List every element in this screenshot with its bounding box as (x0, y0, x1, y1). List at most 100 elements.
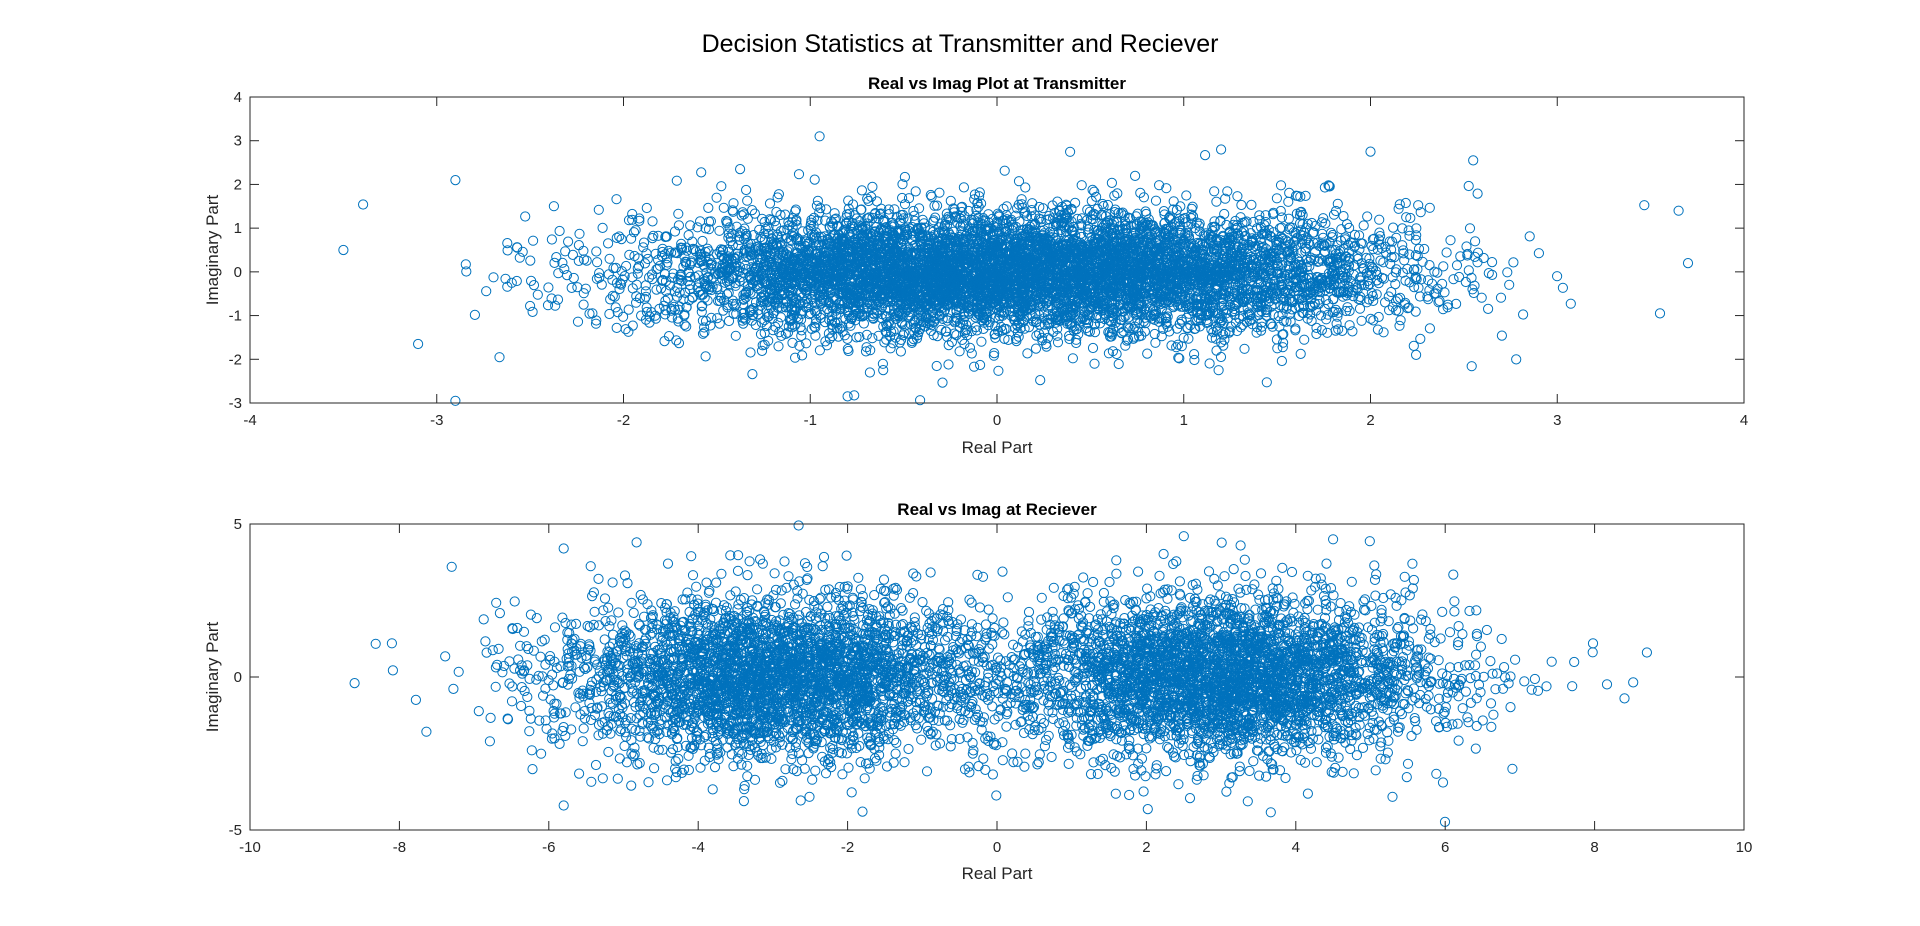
data-point (867, 333, 878, 344)
data-point (1557, 282, 1569, 293)
data-point (1508, 257, 1519, 268)
data-point (1496, 330, 1508, 341)
data-point (849, 390, 860, 401)
data-point (1299, 334, 1310, 345)
data-point (814, 207, 825, 218)
data-point (929, 200, 940, 211)
data-point (488, 272, 499, 283)
data-point (742, 195, 753, 206)
data-point (1276, 355, 1288, 367)
data-point (1087, 342, 1099, 354)
data-point (976, 336, 987, 347)
data-point (1552, 271, 1563, 282)
data-point (883, 204, 894, 215)
data-point (693, 287, 704, 298)
data-point (1495, 292, 1507, 303)
data-point (1470, 236, 1481, 247)
data-point (603, 238, 614, 249)
data-point (660, 295, 671, 306)
data-point (1448, 274, 1459, 285)
data-point (910, 186, 921, 197)
data-point (741, 184, 752, 196)
data-point (1533, 248, 1545, 259)
data-point (954, 346, 965, 357)
data-point (793, 169, 805, 180)
data-point (1424, 323, 1436, 334)
data-point (915, 395, 926, 406)
data-point (856, 204, 867, 215)
data-point (604, 253, 615, 264)
data-point (461, 266, 472, 277)
data-point (943, 359, 954, 370)
data-point (520, 211, 531, 222)
data-point (650, 248, 661, 259)
data-point (711, 192, 722, 203)
data-point (1232, 191, 1243, 202)
data-point (1400, 197, 1411, 209)
data-point (1295, 348, 1306, 359)
data-point (1211, 345, 1222, 356)
data-point (1213, 365, 1224, 376)
data-point (856, 185, 868, 196)
data-point (546, 234, 558, 245)
data-point (627, 320, 638, 331)
data-point (1518, 309, 1529, 320)
data-point (1454, 271, 1465, 283)
data-point (671, 175, 682, 186)
data-point (631, 279, 642, 290)
data-point (1347, 326, 1358, 337)
data-point (1181, 190, 1192, 201)
data-point (1397, 223, 1408, 234)
data-point (611, 322, 622, 333)
data-point (1451, 260, 1463, 271)
data-point (627, 214, 638, 225)
data-point (969, 361, 980, 372)
data-point (723, 315, 735, 327)
data-point (1106, 177, 1118, 188)
data-point (914, 203, 925, 214)
data-point (1358, 220, 1369, 231)
data-point (702, 295, 713, 306)
data-point (592, 257, 603, 268)
data-point (1439, 287, 1450, 298)
data-point (745, 347, 756, 358)
data-point (1089, 358, 1100, 369)
data-point (696, 167, 707, 178)
data-point (673, 208, 684, 219)
data-point (552, 294, 564, 305)
data-point (1365, 313, 1376, 324)
subplot-transmitter: Real vs Imag Plot at Transmitter -4 -3 -2-… (203, 74, 1748, 457)
data-point (1275, 180, 1287, 191)
subplot-title: Real vs Imag Plot at Transmitter (868, 74, 1126, 93)
data-point (999, 165, 1010, 176)
data-point (1102, 199, 1114, 211)
data-point (1322, 327, 1333, 338)
data-point (641, 202, 652, 214)
data-point (773, 341, 784, 352)
data-point (1277, 342, 1288, 353)
figure-title: Decision Statistics at Transmitter and R… (701, 30, 1219, 58)
data-point (611, 194, 622, 205)
data-point (1438, 261, 1449, 272)
data-point (1150, 195, 1162, 206)
data-point (747, 369, 758, 380)
data-point (718, 202, 729, 213)
data-point (1271, 193, 1283, 204)
data-point (1215, 351, 1227, 363)
data-point (1311, 322, 1322, 333)
data-point (1211, 196, 1222, 207)
data-point (864, 367, 876, 378)
data-point (578, 245, 589, 256)
data-point (1483, 303, 1494, 314)
data-point (1445, 235, 1456, 246)
data-point (481, 286, 492, 297)
data-point (593, 204, 604, 215)
data-point (1109, 190, 1120, 201)
data-point (525, 300, 536, 312)
data-point (716, 181, 727, 192)
data-point (1362, 211, 1373, 222)
data-point (1524, 231, 1535, 242)
data-point (958, 182, 970, 193)
data-point (700, 351, 711, 362)
data-point (1030, 343, 1042, 354)
